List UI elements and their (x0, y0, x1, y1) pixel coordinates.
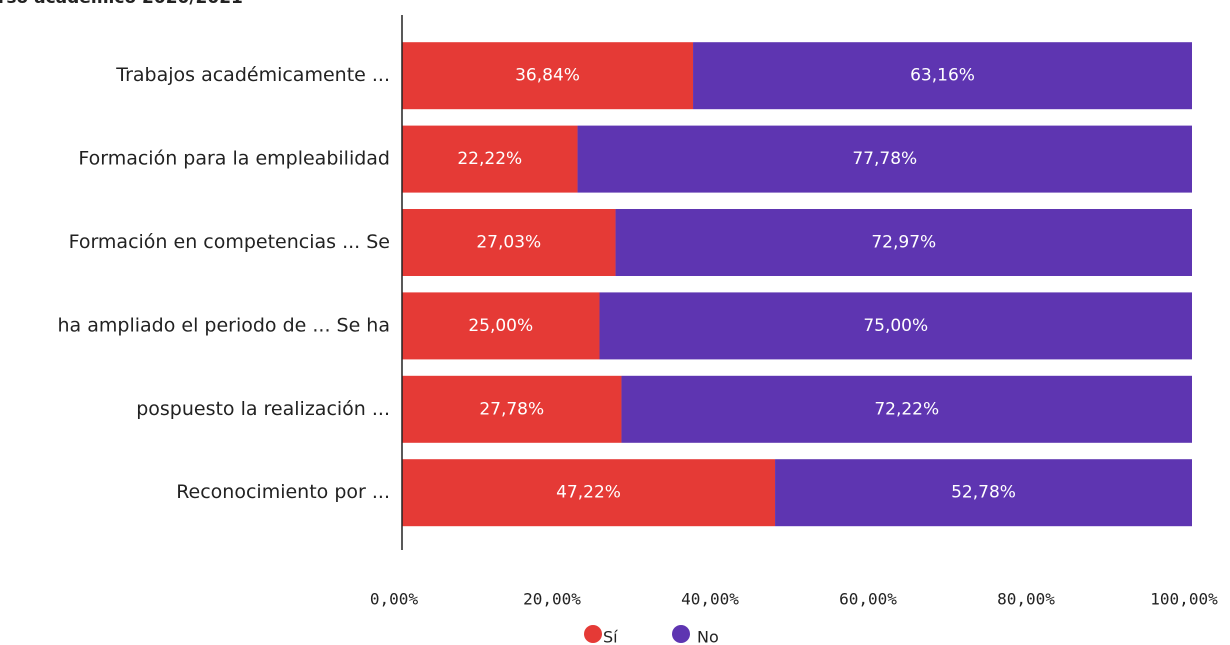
x-tick-label: 60,00% (839, 590, 897, 609)
value-label: 77,78% (852, 149, 917, 169)
bar-segment (402, 292, 600, 360)
value-label: 36,84% (515, 66, 580, 86)
value-label: 27,78% (479, 399, 544, 419)
bar-segment (599, 292, 1192, 360)
bar-segment (402, 125, 578, 193)
bar-segment (402, 459, 776, 527)
x-tick-label: 0,00% (370, 590, 419, 609)
value-label: 75,00% (863, 316, 928, 336)
x-tick-label: 80,00% (997, 590, 1055, 609)
x-tick-label: 40,00% (681, 590, 739, 609)
chart-title: rso académico 2020/2021 (0, 0, 243, 8)
category-label: ha ampliado el periodo de ... Se ha (58, 314, 390, 336)
bar-segment (615, 209, 1192, 276)
value-label: 22,22% (457, 149, 522, 169)
value-label: 72,22% (874, 399, 939, 419)
bar-segment (402, 375, 622, 443)
value-label: 52,78% (951, 483, 1016, 503)
value-label: 27,03% (476, 233, 541, 253)
value-label: 25,00% (468, 316, 533, 336)
legend-label: Sí (603, 628, 618, 645)
category-label: Formación para la empleabilidad (78, 148, 390, 170)
legend-swatch (672, 625, 690, 643)
category-label: Reconocimiento por ... (176, 481, 390, 503)
category-label: Formación en competencias ... Se (69, 231, 390, 253)
x-tick-label: 100,00% (1150, 590, 1218, 609)
x-tick-label: 20,00% (523, 590, 581, 609)
bar-segment (775, 459, 1192, 527)
bar-segment (693, 42, 1192, 110)
bar-segment (621, 375, 1192, 443)
category-label: Trabajos académicamente ... (115, 64, 390, 86)
bar-segment (402, 209, 616, 276)
value-label: 72,97% (871, 233, 936, 253)
legend-label: No (697, 628, 719, 645)
category-label: pospuesto la realización ... (136, 398, 390, 420)
value-label: 63,16% (910, 66, 975, 86)
value-label: 47,22% (556, 483, 621, 503)
bar-segment (402, 42, 694, 110)
legend-swatch (584, 625, 602, 643)
bar-segment (577, 125, 1192, 193)
